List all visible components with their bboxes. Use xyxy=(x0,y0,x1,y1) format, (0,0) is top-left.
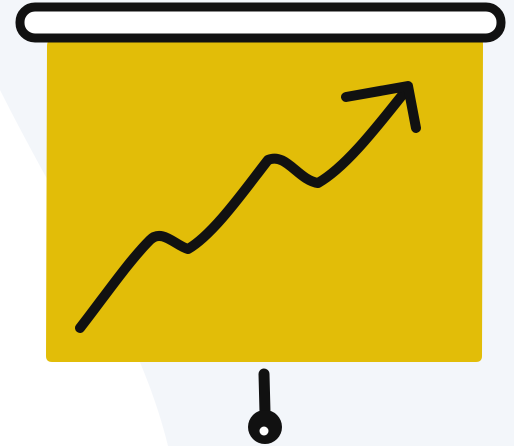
screen-roller-bar xyxy=(20,7,501,38)
board-panel xyxy=(46,38,483,362)
stand-pole xyxy=(264,374,265,412)
stand-foot-highlight xyxy=(260,427,269,436)
